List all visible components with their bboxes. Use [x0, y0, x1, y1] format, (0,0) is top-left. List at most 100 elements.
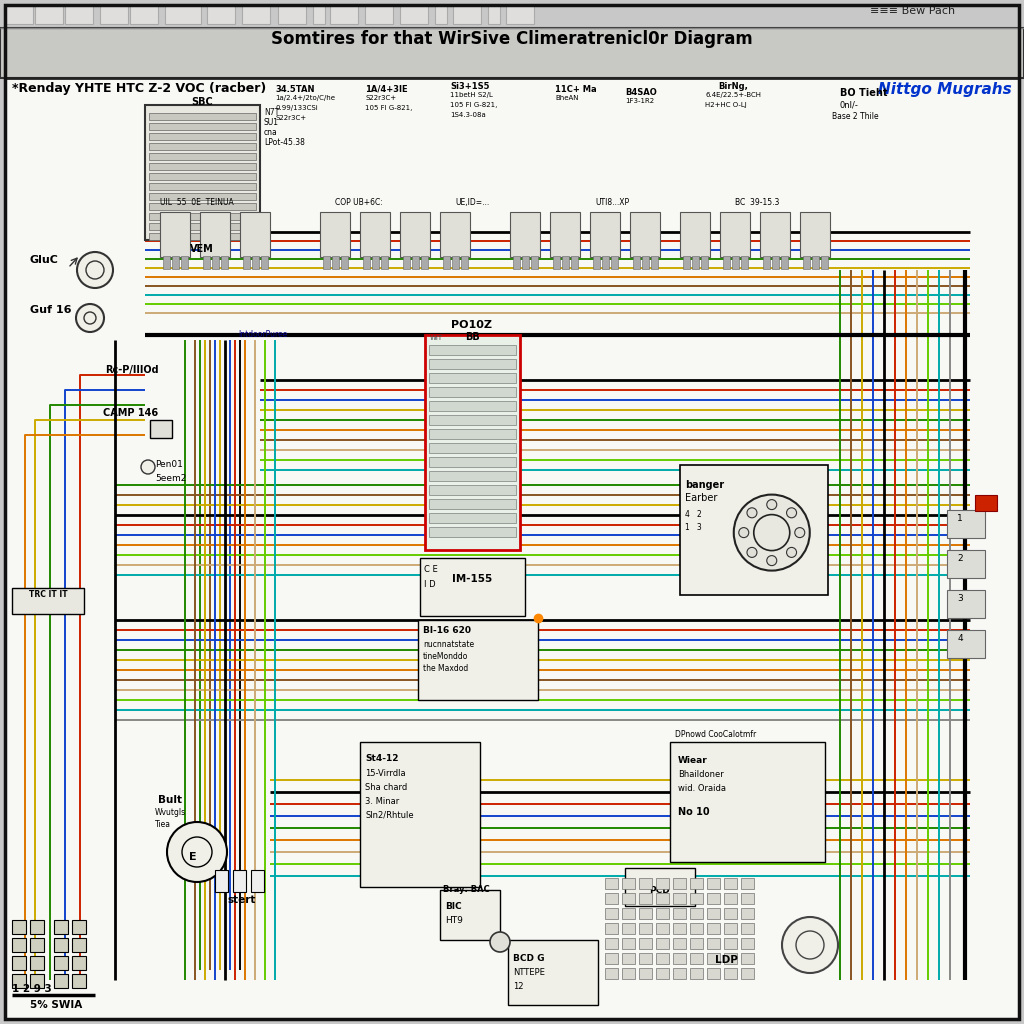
- Bar: [680, 212, 710, 257]
- Bar: [5, 4, 33, 24]
- Text: Wvutgls: Wvutgls: [155, 808, 186, 817]
- Text: Guf 16: Guf 16: [30, 305, 72, 315]
- Bar: [821, 256, 828, 269]
- Bar: [203, 256, 210, 269]
- Bar: [602, 256, 609, 269]
- Bar: [440, 890, 500, 940]
- Bar: [670, 742, 825, 862]
- Bar: [656, 938, 669, 949]
- Bar: [425, 335, 520, 550]
- Bar: [690, 893, 703, 904]
- Bar: [150, 113, 256, 120]
- Bar: [0, 28, 1024, 78]
- Text: Base 2 Thile: Base 2 Thile: [831, 112, 879, 121]
- Bar: [251, 870, 264, 892]
- Bar: [656, 953, 669, 964]
- Bar: [656, 878, 669, 889]
- Text: WIT: WIT: [430, 335, 443, 341]
- Text: S22r3C+: S22r3C+: [275, 115, 306, 121]
- Bar: [72, 974, 86, 988]
- Bar: [412, 256, 419, 269]
- Text: B4SAO: B4SAO: [625, 88, 656, 97]
- Text: 34.5TAN: 34.5TAN: [275, 85, 314, 94]
- Bar: [150, 203, 256, 210]
- Text: UE,ID=...: UE,ID=...: [455, 198, 489, 207]
- Text: Bray: BAC: Bray: BAC: [443, 885, 489, 894]
- Bar: [172, 256, 179, 269]
- Bar: [429, 401, 516, 411]
- Bar: [673, 938, 686, 949]
- Text: Wiear: Wiear: [678, 756, 708, 765]
- Bar: [72, 956, 86, 970]
- Bar: [200, 212, 230, 257]
- Bar: [673, 968, 686, 979]
- Bar: [332, 256, 339, 269]
- Bar: [707, 968, 720, 979]
- Text: PCD: PCD: [649, 886, 671, 895]
- Bar: [947, 590, 985, 618]
- Bar: [160, 212, 190, 257]
- Bar: [12, 938, 26, 952]
- Bar: [741, 908, 754, 919]
- Circle shape: [738, 527, 749, 538]
- Text: nucnnatstate: nucnnatstate: [423, 640, 474, 649]
- Text: 7: 7: [982, 498, 988, 507]
- Bar: [403, 256, 410, 269]
- Bar: [707, 893, 720, 904]
- Bar: [605, 893, 618, 904]
- Text: BC  39-15.3: BC 39-15.3: [735, 198, 779, 207]
- Bar: [593, 256, 600, 269]
- Bar: [429, 373, 516, 383]
- Bar: [400, 212, 430, 257]
- Bar: [622, 908, 635, 919]
- Bar: [633, 256, 640, 269]
- Bar: [522, 256, 529, 269]
- Bar: [365, 4, 393, 24]
- Bar: [150, 123, 256, 130]
- Bar: [360, 212, 390, 257]
- Text: Rc-P/lIIOd: Rc-P/lIIOd: [105, 365, 159, 375]
- Bar: [622, 878, 635, 889]
- Bar: [741, 256, 748, 269]
- Text: PO10Z: PO10Z: [452, 319, 493, 330]
- Text: cna: cna: [264, 128, 278, 137]
- Bar: [323, 256, 330, 269]
- Bar: [947, 630, 985, 658]
- Bar: [233, 870, 246, 892]
- Bar: [707, 953, 720, 964]
- Bar: [639, 893, 652, 904]
- Text: 6.4E/22.5+-BCH: 6.4E/22.5+-BCH: [705, 92, 761, 98]
- Text: IM-155: IM-155: [452, 574, 493, 584]
- Bar: [429, 457, 516, 467]
- Bar: [741, 968, 754, 979]
- Bar: [673, 923, 686, 934]
- Bar: [278, 4, 306, 24]
- Bar: [622, 968, 635, 979]
- Text: Tiea: Tiea: [155, 820, 171, 829]
- Bar: [639, 938, 652, 949]
- Text: wid. Oraida: wid. Oraida: [678, 784, 726, 793]
- Text: Si3+1S5: Si3+1S5: [450, 82, 489, 91]
- Text: TRC IT IT: TRC IT IT: [29, 590, 68, 599]
- Bar: [690, 923, 703, 934]
- Bar: [100, 4, 128, 24]
- Text: BCD G: BCD G: [513, 954, 545, 963]
- Bar: [724, 953, 737, 964]
- Text: *Renday YHTE HTC Z-2 VOC (racber): *Renday YHTE HTC Z-2 VOC (racber): [12, 82, 266, 95]
- Bar: [435, 4, 447, 24]
- Bar: [440, 212, 470, 257]
- Circle shape: [767, 500, 777, 510]
- Bar: [443, 256, 450, 269]
- Bar: [690, 908, 703, 919]
- Text: E: E: [189, 852, 197, 862]
- Bar: [690, 938, 703, 949]
- Bar: [221, 256, 228, 269]
- Bar: [571, 256, 578, 269]
- Bar: [724, 923, 737, 934]
- Text: the Maxdod: the Maxdod: [423, 664, 468, 673]
- Bar: [381, 256, 388, 269]
- Text: 4: 4: [957, 634, 963, 643]
- Bar: [215, 870, 228, 892]
- Bar: [781, 256, 788, 269]
- Bar: [150, 183, 256, 190]
